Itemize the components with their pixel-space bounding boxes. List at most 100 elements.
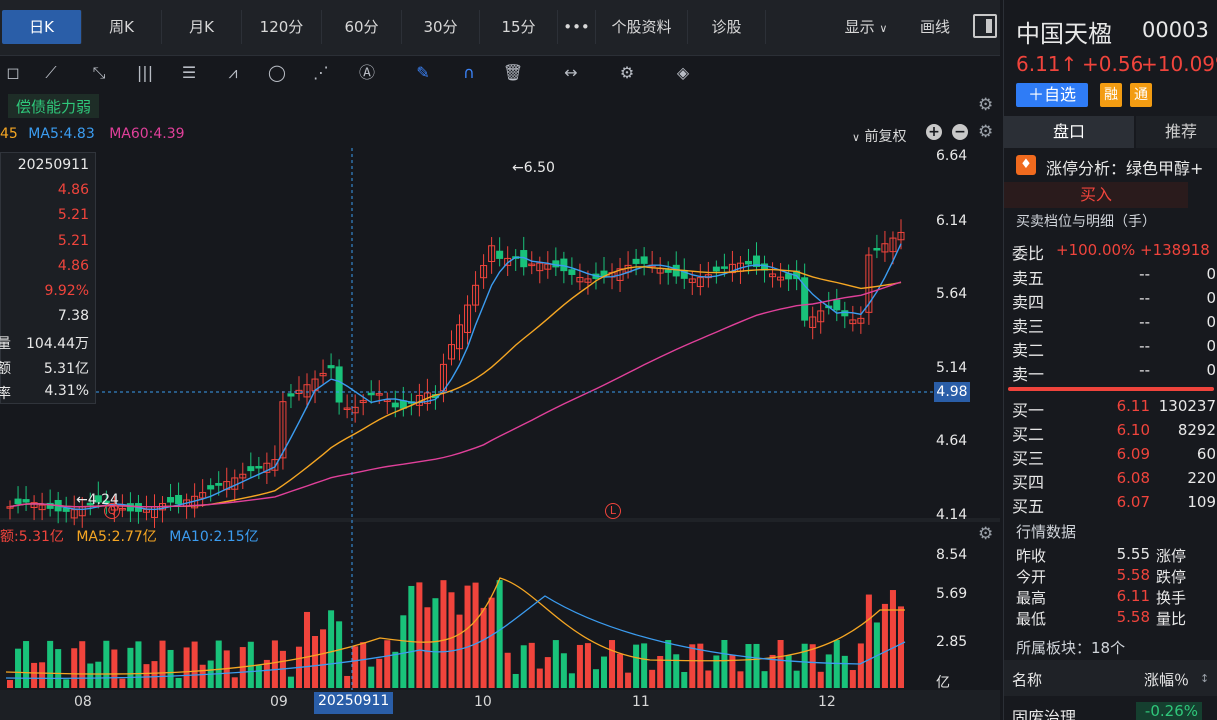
tab-monthly[interactable]: 月K (162, 10, 242, 44)
volume-legend: 额:5.31亿 MA5:2.77亿 MA10:2.15亿 (0, 526, 259, 546)
price-axis-label: 4.64 (936, 433, 968, 449)
tab-120min[interactable]: 120分 (242, 10, 322, 44)
draw-line-button[interactable]: 画线 (919, 18, 950, 36)
volume-bar (255, 665, 262, 688)
x-axis-bar (0, 690, 1000, 720)
sell-level-price[interactable]: -- (1139, 313, 1150, 331)
zoom-out-icon[interactable]: − (952, 124, 968, 140)
sell-level-price[interactable]: -- (1139, 289, 1150, 307)
sort-icon[interactable]: ↕ (1200, 672, 1210, 685)
volume-unit-label: 亿 (936, 675, 950, 691)
zoom-in-icon[interactable]: + (926, 124, 942, 140)
settings-icon[interactable]: ⚙ (978, 524, 994, 544)
display-menu-button[interactable]: 显示 ∨ (830, 10, 902, 44)
magnet-icon[interactable]: ∩ (463, 63, 475, 82)
fib-icon[interactable]: ☰ (181, 63, 197, 82)
text-icon[interactable]: Ⓐ (358, 63, 375, 82)
settings-icon[interactable]: ⚙ (978, 122, 994, 142)
volume-bar (191, 641, 198, 688)
candle-body (744, 260, 752, 265)
tab-recommend[interactable]: 推荐 (1136, 116, 1217, 148)
volume-bar (95, 661, 102, 688)
candle-body (480, 265, 488, 279)
candle-body (343, 407, 351, 411)
volume-bar (15, 648, 22, 688)
measure-icon[interactable]: ↔ (564, 63, 578, 82)
parallel-lines-icon[interactable]: ||| (136, 63, 154, 82)
settings-icon[interactable]: ⚙ (619, 63, 635, 82)
event-q-icon[interactable]: Q (104, 503, 120, 519)
buy-level-price[interactable]: 6.09 (1116, 445, 1150, 463)
cross-lines-icon[interactable]: ⋰ (313, 63, 329, 82)
pen-icon[interactable]: ✎ (416, 63, 430, 82)
layers-icon[interactable]: ◈ (676, 63, 690, 82)
adjust-selector[interactable]: ∨ 前复权 (852, 126, 907, 146)
candle-body (528, 263, 536, 267)
shape-icon[interactable]: ◻ (6, 63, 20, 82)
tab-daily[interactable]: 日K (2, 10, 82, 44)
volume-bar (151, 661, 158, 688)
wave-icon[interactable]: ⩘ (228, 63, 238, 82)
limit-up-analysis[interactable]: 涨停分析：绿色甲醇+ (1046, 159, 1204, 178)
volume-bar (849, 670, 856, 688)
panel-toggle-icon[interactable] (973, 14, 997, 38)
candle-body (488, 245, 496, 262)
sell-level-price[interactable]: -- (1139, 265, 1150, 283)
tab-order-book[interactable]: 盘口 (1004, 116, 1134, 148)
volume-bar (159, 640, 166, 688)
buy-level-price[interactable]: 6.10 (1116, 421, 1150, 439)
volume-bar (897, 606, 904, 688)
display-label: 显示 (844, 18, 875, 36)
add-watchlist-button[interactable]: ＋自选 (1016, 83, 1088, 107)
ma60-line (9, 281, 902, 508)
candle-body (536, 262, 544, 272)
volume-bar (199, 664, 206, 688)
price-axis-label: 6.64 (936, 148, 968, 164)
candle-body (247, 466, 255, 472)
ma5-line (9, 243, 902, 511)
trend-tool-icon[interactable]: ⤡ (92, 63, 106, 82)
info-low: 4.86 (57, 258, 89, 274)
tab-30min[interactable]: 30分 (402, 10, 480, 44)
candle-body (215, 483, 223, 486)
info-amount: 5.31亿 (43, 361, 89, 377)
candle-body (897, 231, 905, 241)
fan-icon[interactable]: ⟋ (45, 63, 57, 82)
sector-row-name[interactable]: 固废治理 (1012, 708, 1077, 720)
buy-button[interactable]: 买入 (1004, 182, 1188, 208)
buy-level-price[interactable]: 6.07 (1116, 493, 1150, 511)
sell-level-price[interactable]: -- (1139, 337, 1150, 355)
info-vol-label: 量 (0, 336, 11, 352)
candle-body (720, 266, 728, 269)
kline-chart-area[interactable] (0, 90, 1000, 720)
buy-level-price[interactable]: 6.11 (1116, 397, 1150, 415)
volume-bar (576, 644, 583, 688)
more-tabs-button[interactable]: ••• (558, 10, 596, 44)
settings-icon[interactable]: ⚙ (978, 95, 994, 115)
connect-badge[interactable]: 通 (1130, 83, 1152, 107)
buy-level-price[interactable]: 6.08 (1116, 469, 1150, 487)
sector-col-pct[interactable]: 涨幅％ (1144, 671, 1190, 689)
volume-bar (785, 655, 792, 688)
tab-60min[interactable]: 60分 (322, 10, 402, 44)
circle-icon[interactable]: ◯ (268, 63, 286, 82)
bid-ask-ratio-bar (1008, 387, 1214, 391)
volume-bar (480, 607, 487, 688)
sell-level-price[interactable]: -- (1139, 361, 1150, 379)
stock-price: 6.11↑ (1016, 52, 1078, 76)
stock-code: 00003 (1142, 18, 1209, 42)
tab-diagnose[interactable]: 诊股 (688, 10, 766, 44)
volume-bar (448, 592, 455, 688)
margin-badge[interactable]: 融 (1100, 83, 1122, 107)
event-l-icon[interactable]: L (605, 503, 621, 519)
candle-body (102, 500, 110, 504)
tab-15min[interactable]: 15分 (480, 10, 558, 44)
tab-profile[interactable]: 个股资料 (596, 10, 688, 44)
ma60-value: MA60:4.39 (109, 126, 185, 142)
volume-bar (23, 641, 30, 688)
tab-weekly[interactable]: 周K (82, 10, 162, 44)
trash-icon[interactable]: 🗑 (502, 63, 524, 82)
sell-level-label: 卖五 (1012, 269, 1045, 288)
volume-bar (721, 640, 728, 688)
candle-body (857, 317, 865, 324)
